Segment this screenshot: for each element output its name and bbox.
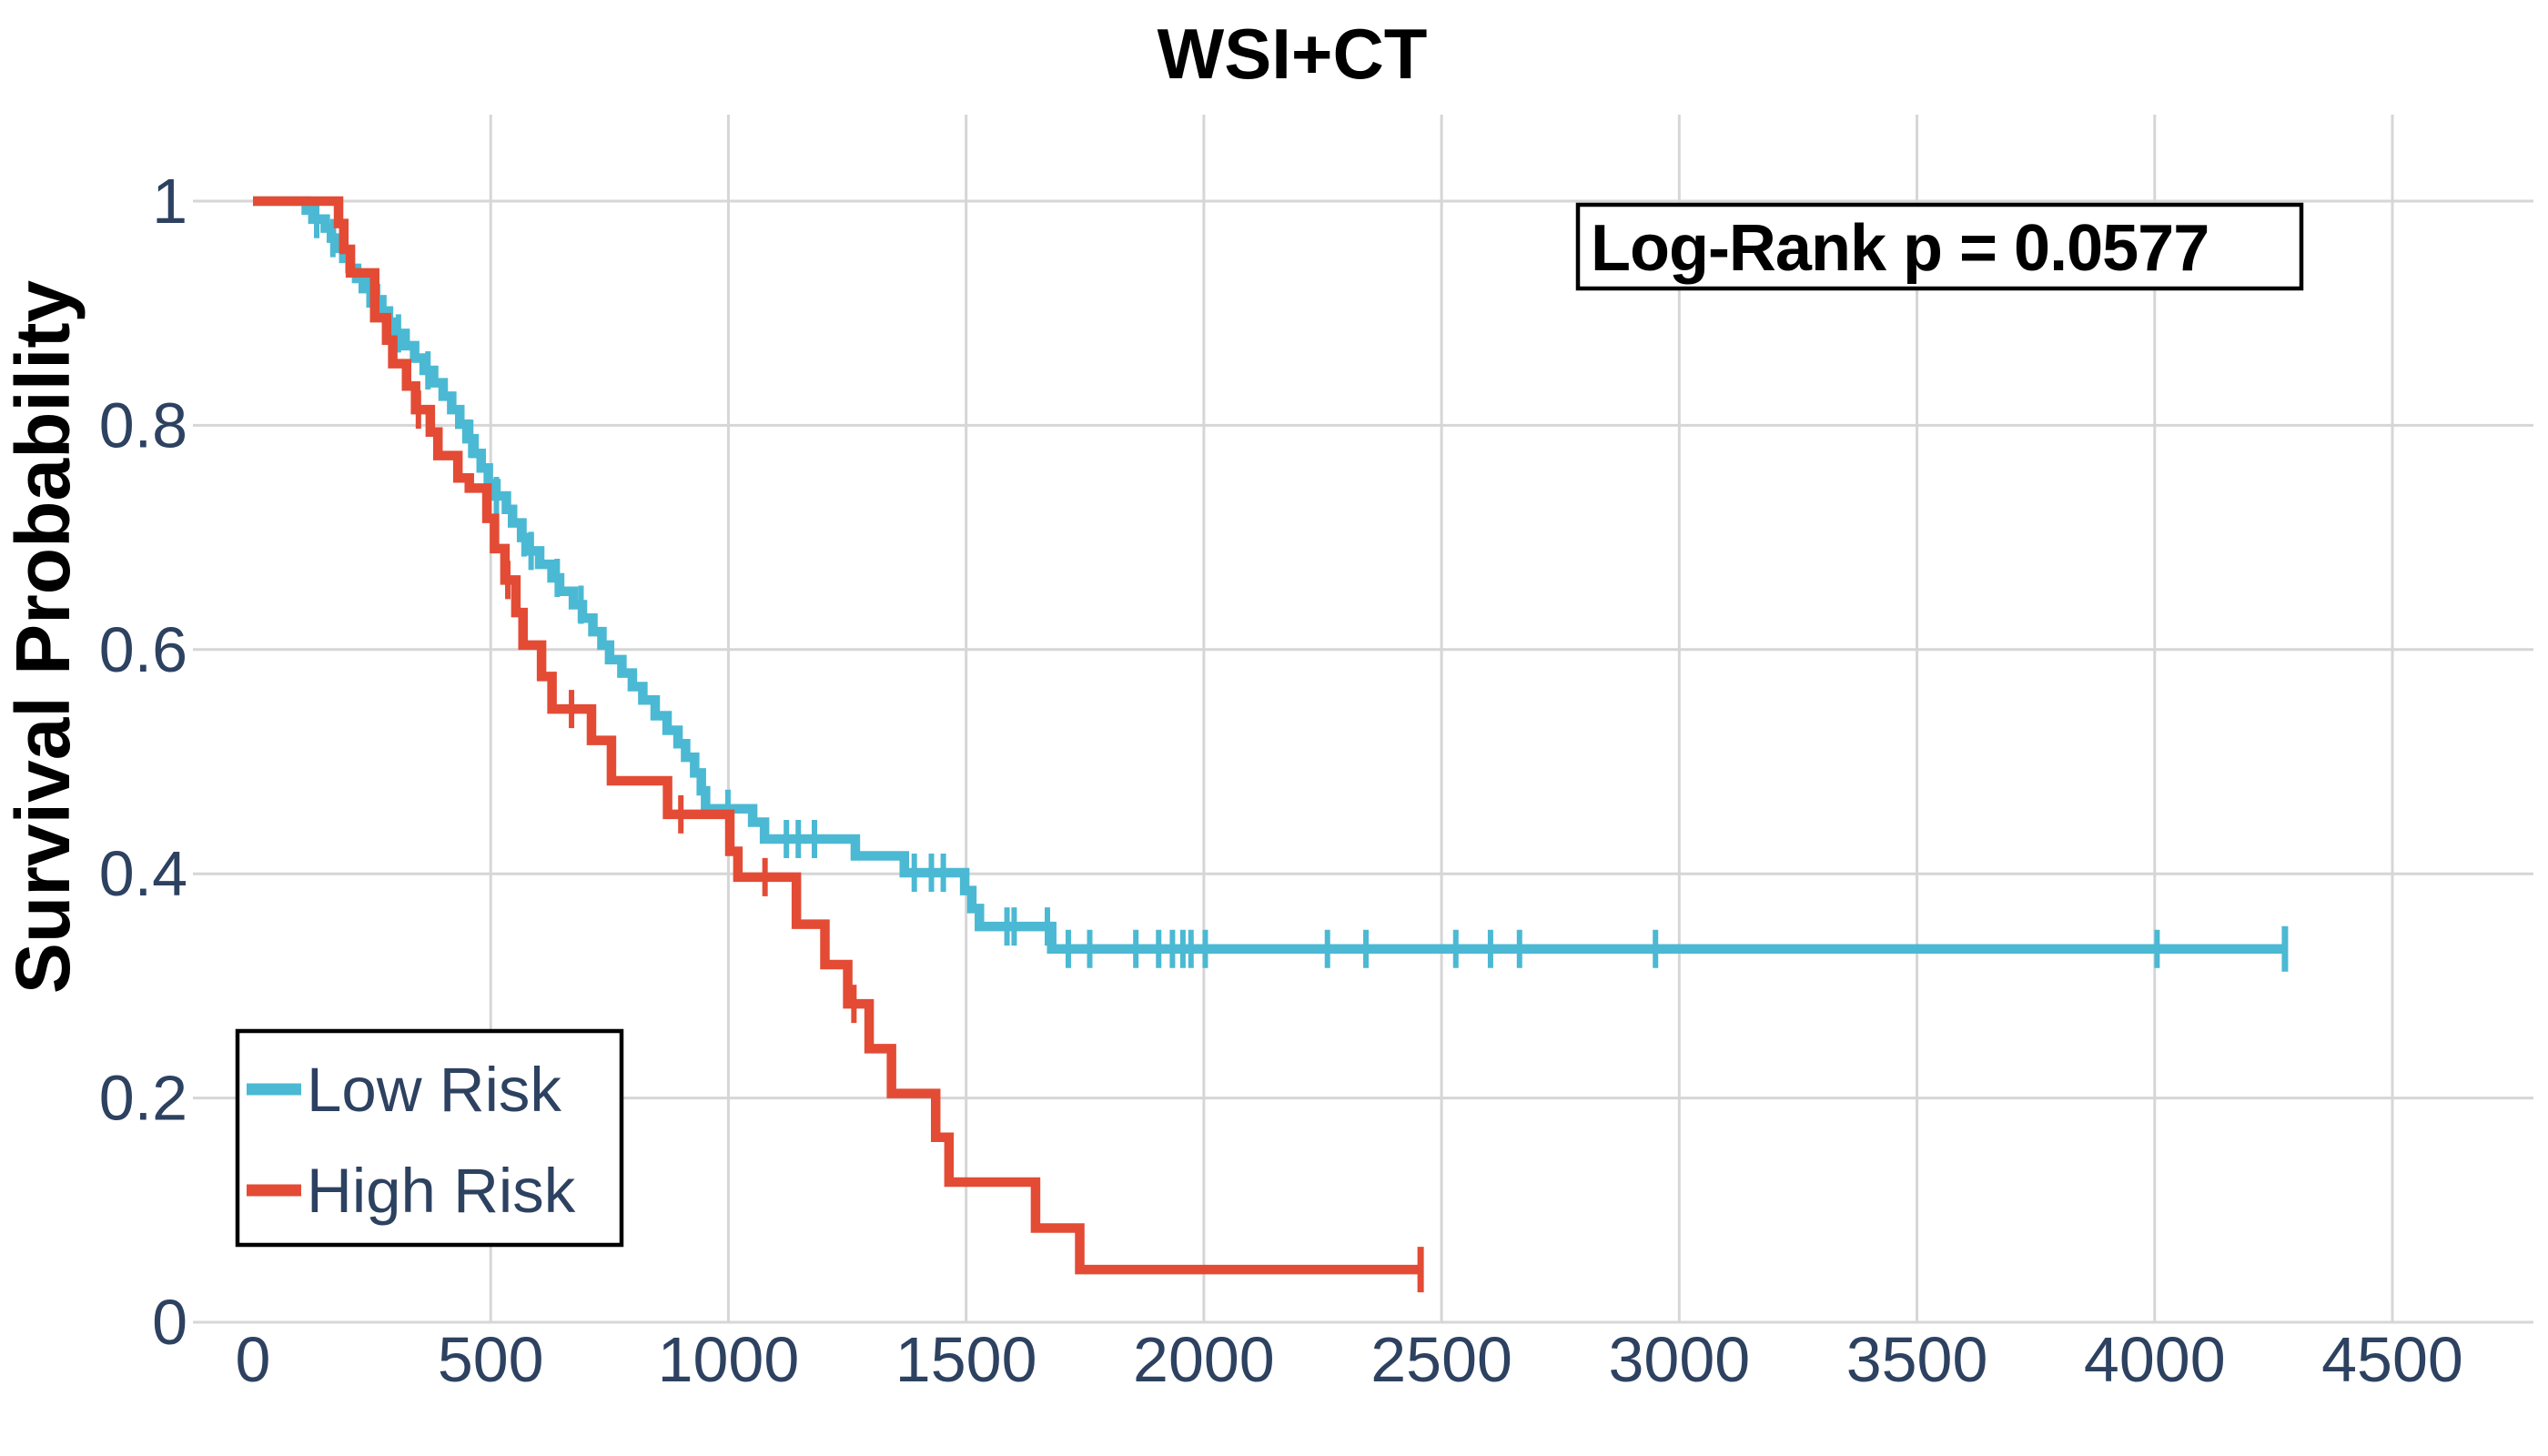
x-tick-label: 1000 bbox=[658, 1324, 800, 1395]
legend-label-high-risk: High Risk bbox=[307, 1156, 576, 1226]
y-tick-label: 1 bbox=[152, 166, 187, 237]
x-tick-label: 2500 bbox=[1370, 1324, 1512, 1395]
y-tick-label: 0.2 bbox=[99, 1063, 187, 1134]
y-axis-label: Survival Probability bbox=[0, 280, 86, 995]
high-risk-curve bbox=[253, 196, 1421, 1275]
y-tick-label: 0.4 bbox=[99, 838, 187, 909]
y-tick-label: 0 bbox=[152, 1287, 187, 1358]
survival-curves bbox=[253, 196, 2289, 1293]
y-tick-label: 0.6 bbox=[99, 614, 187, 685]
legend: Low Risk High Risk bbox=[235, 1028, 624, 1248]
x-tick-label: 3000 bbox=[1608, 1324, 1750, 1395]
chart-title: WSI+CT bbox=[1158, 14, 1428, 94]
y-tick-label: 0.8 bbox=[99, 389, 187, 460]
x-tick-label: 0 bbox=[236, 1324, 271, 1395]
legend-box bbox=[235, 1028, 624, 1248]
log-rank-text: Log-Rank p = 0.0577 bbox=[1591, 212, 2209, 285]
log-rank-box bbox=[1575, 202, 2304, 291]
x-tick-labels: 0 500 1000 1500 2000 2500 3000 3500 4000 4500 bbox=[236, 1324, 2463, 1395]
legend-label-low-risk: Low Risk bbox=[307, 1055, 561, 1125]
gridlines bbox=[193, 115, 2533, 1324]
x-tick-label: 4000 bbox=[2084, 1324, 2226, 1395]
x-tick-label: 4500 bbox=[2321, 1324, 2463, 1395]
x-tick-label: 3500 bbox=[1846, 1324, 1988, 1395]
log-rank-annotation: Log-Rank p = 0.0577 bbox=[1575, 202, 2304, 291]
y-tick-labels: 1 0.8 0.6 0.4 0.2 0 bbox=[99, 166, 187, 1358]
x-tick-label: 1500 bbox=[895, 1324, 1037, 1395]
x-tick-label: 500 bbox=[438, 1324, 544, 1395]
x-tick-label: 2000 bbox=[1133, 1324, 1275, 1395]
